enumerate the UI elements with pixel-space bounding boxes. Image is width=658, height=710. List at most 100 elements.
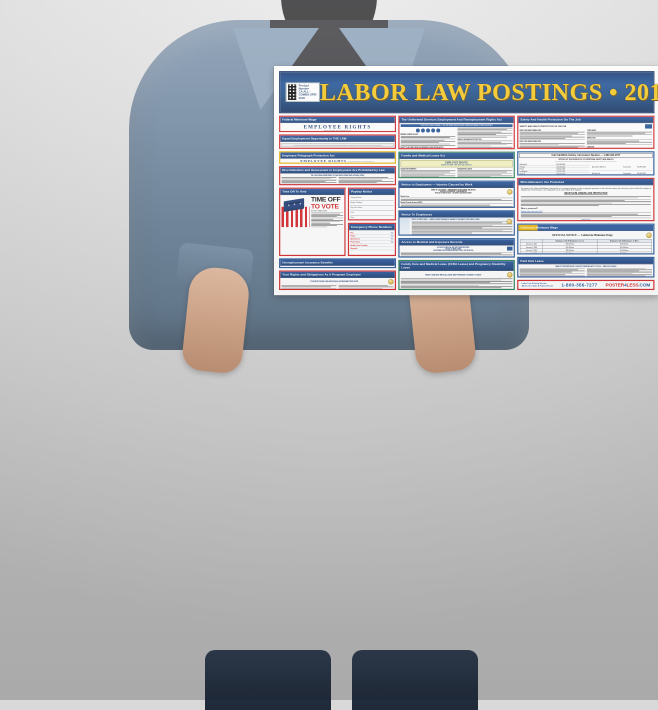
vote-headline-2: TO VOTE xyxy=(311,203,343,210)
emergency-value: 911 xyxy=(391,241,394,243)
section-title: Family Care and Medical Leave (CFRA Leav… xyxy=(399,261,513,271)
emergency-label: Health Care Provider xyxy=(350,244,367,246)
osha-office-city: Modesto xyxy=(519,173,556,174)
section-emergency-phone-numbers[interactable]: Emergency Phone Numbers Fire 911 Police … xyxy=(348,223,396,256)
eeo-subtitle: Applicants to and Employees of Most Priv… xyxy=(281,143,393,147)
emergency-value: 911 xyxy=(391,232,394,234)
whistleblower-subhead: Who is protected? xyxy=(521,207,651,209)
osha-unit-city: Sacramento xyxy=(623,170,637,174)
osha-hotline-banner: Call Cal/OSHA Hotline, Information Numbe… xyxy=(519,153,652,158)
polygraph-headline-sub: EMPLOYEE POLYGRAPH PROTECTION ACT xyxy=(348,161,374,163)
ca-wage-subtitle: OFFICIAL NOTICE — California Minimum Wag… xyxy=(520,234,645,237)
section-discrimination-harassment[interactable]: Discrimination and Harassment in Employm… xyxy=(279,166,396,185)
ca-minimum-wage-table: Employers with 25 Employees or Less Empl… xyxy=(520,239,652,253)
section-california-minimum-wage[interactable]: California Minimum Wage OFFICIAL NOTICE … xyxy=(517,223,654,254)
payday-field-label: Day of the Week xyxy=(350,206,393,208)
section-family-medical-leave-act[interactable]: Family and Medical Leave Act EMPLOYEE RI… xyxy=(398,152,515,178)
section-federal-minimum-wage[interactable]: Federal Minimum Wage EMPLOYEE RIGHTS UND… xyxy=(279,116,396,132)
logo-part3: LESS xyxy=(627,282,639,287)
wc-subtitle: STATE OF CALIFORNIA — DEPARTMENT OF INDU… xyxy=(401,189,506,194)
dir-website-link[interactable]: www.dir.ca.gov xyxy=(581,219,590,220)
wage-row-large-employer: $13.00/hour xyxy=(597,252,651,253)
whistleblower-intro: The purpose of the California Whistleblo… xyxy=(521,187,651,191)
ui-subtitle: NOTICE TO EMPLOYEES UNEMPLOYMENT INSURAN… xyxy=(281,267,393,268)
state-seal-icon xyxy=(646,232,651,237)
product-number-badge: Product Number CA-ALL-COMBO-SP/E-2018 xyxy=(286,82,320,102)
section-equal-employment-opportunity[interactable]: Equal Employment Opportunity is THE LAW … xyxy=(279,134,396,148)
poster-title: LABOR LAW POSTINGS • 2018 xyxy=(320,78,658,106)
poster-footer[interactable]: Labor Law Posting Service All-On-One Sta… xyxy=(517,280,654,290)
emergency-row: Hospital xyxy=(350,247,393,250)
osha-unit-phone: 916-263-2935 xyxy=(637,170,653,174)
fmla-highlight-box: EMPLOYEE RIGHTS UNDER THE FAMILY AND MED… xyxy=(401,160,513,167)
poster4less-logo[interactable]: POSTER4LESS.COM xyxy=(605,282,650,287)
footer-phone[interactable]: 1-800-356-7277 xyxy=(561,282,597,287)
section-userra[interactable]: The Uniformed Services Employment And Re… xyxy=(398,116,515,150)
section-cal-osha-offices[interactable]: Call Cal/OSHA Hotline, Information Numbe… xyxy=(517,151,654,175)
fmla-box-sub: UNDER THE FAMILY AND MEDICAL LEAVE ACT xyxy=(402,164,511,166)
section-unemployment-insurance-benefits[interactable]: Unemployment Insurance Benefits NOTICE T… xyxy=(279,258,396,268)
nte-subtitle: NOTICE TO EMPLOYEES — UNEMPLOYMENT INSUR… xyxy=(411,219,512,221)
emergency-label: Police xyxy=(350,235,355,237)
wage-table-row: January 1, 2020$12.00/hour$13.00/hour xyxy=(520,252,651,253)
state-seal-icon xyxy=(507,272,512,277)
qr-code-icon xyxy=(288,84,296,100)
emergency-value: 911 xyxy=(391,238,394,240)
psl-subtitle: HEALTHY WORKPLACES / HEALTHY FAMILIES AC… xyxy=(520,265,652,267)
cal-osha-logo xyxy=(507,247,512,251)
cal-osha-logo xyxy=(645,124,652,128)
amer-subtitle: ACCESS TO MEDICAL AND EXPOSURE RECORDS N… xyxy=(401,247,506,252)
payday-field-label: Time xyxy=(350,211,393,213)
payday-field-label: Place xyxy=(350,216,393,218)
state-seal-icon xyxy=(388,279,393,284)
section-notice-to-employees[interactable]: Notice To Employees NOTICE TO EMPLOYEES … xyxy=(398,210,515,235)
section-whistleblowers-are-protected[interactable]: Whistleblowers Are Protected The purpose… xyxy=(517,178,654,221)
poster-column-left: Federal Minimum Wage EMPLOYEE RIGHTS UND… xyxy=(279,116,396,290)
product-number-value: CA-ALL-COMBO-SP/E-2018 xyxy=(299,91,318,100)
emergency-label: Ambulance xyxy=(350,238,359,240)
whistleblower-heading: WHISTLEBLOWERS ARE PROTECTED xyxy=(521,193,651,195)
military-service-seals xyxy=(401,128,456,133)
payday-field-label: Regular Paydays xyxy=(350,201,393,203)
vote-headline-3: NOTICE TO EMPLOYEES xyxy=(311,210,343,212)
decorative-flag-watermark xyxy=(399,218,409,235)
section-cfra-pregnancy-disability-leave[interactable]: Family Care and Medical Leave (CFRA Leav… xyxy=(398,260,515,290)
section-safety-health-protection[interactable]: Safety And Health Protection On The Job … xyxy=(517,116,654,149)
dfeh-subtitle: THE CALIFORNIA DEPARTMENT OF FAIR EMPLOY… xyxy=(281,175,393,177)
section-payday-notice[interactable]: Payday Notice Company Name Regular Payda… xyxy=(348,187,396,220)
section-access-medical-exposure-records[interactable]: Access to Medical and Exposure Records A… xyxy=(398,238,515,258)
section-time-off-to-vote[interactable]: Time Off To Vote ★ ★ ★ xyxy=(279,187,346,255)
headline-sub: UNDER THE FAIR LABOR STANDARDS ACT xyxy=(280,130,394,131)
poster-column-right: Safety And Health Protection On The Job … xyxy=(517,116,654,290)
payday-field-label: Company Name xyxy=(350,196,393,198)
logo-suffix: .COM xyxy=(638,282,650,287)
ballot-box-flag-graphic: ★ ★ ★ xyxy=(281,196,309,227)
emergency-label: Hospital xyxy=(350,247,357,249)
section-injuries-caused-by-work[interactable]: Notice to Employees — Injuries Caused by… xyxy=(398,180,515,207)
poster-column-middle: The Uniformed Services Employment And Re… xyxy=(398,116,515,290)
emergency-label: Fire xyxy=(350,232,353,234)
osha-unit-name: Elevator Unit xyxy=(592,170,623,174)
section-pregnant-employee-rights[interactable]: Your Rights and Obligations As A Pregnan… xyxy=(279,270,396,290)
state-seal-icon xyxy=(507,189,512,194)
wage-row-small-employer: $12.00/hour xyxy=(543,252,597,253)
safety-headline: SAFETY AND HEALTH PROTECTION ON THE JOB xyxy=(520,125,644,127)
userra-headline: YOUR RIGHTS UNDER USERRA — THE UNIFORMED… xyxy=(401,124,513,127)
emergency-label: Paramedics xyxy=(350,241,360,243)
labor-law-poster[interactable]: Product Number CA-ALL-COMBO-SP/E-2018 LA… xyxy=(274,66,658,295)
polygraph-headline: EMPLOYEE RIGHTS xyxy=(300,159,346,163)
state-seal-icon xyxy=(507,219,512,224)
osha-note: To report a serious injury, illness, or … xyxy=(519,161,652,163)
section-employee-polygraph-protection-act[interactable]: Employee Polygraph Protection Act EMPLOY… xyxy=(279,151,396,164)
logo-part1: POSTER xyxy=(605,282,624,287)
wage-row-date: January 1, 2020 xyxy=(520,252,543,253)
emergency-value: 911 xyxy=(391,235,394,237)
cfra-headline: FAMILY CARE AND MEDICAL LEAVE AND PREGNA… xyxy=(401,274,506,276)
section-paid-sick-leave[interactable]: Paid Sick Leave HEALTHY WORKPLACES / HEA… xyxy=(517,257,654,278)
poster-banner: Product Number CA-ALL-COMBO-SP/E-2018 LA… xyxy=(279,71,654,113)
